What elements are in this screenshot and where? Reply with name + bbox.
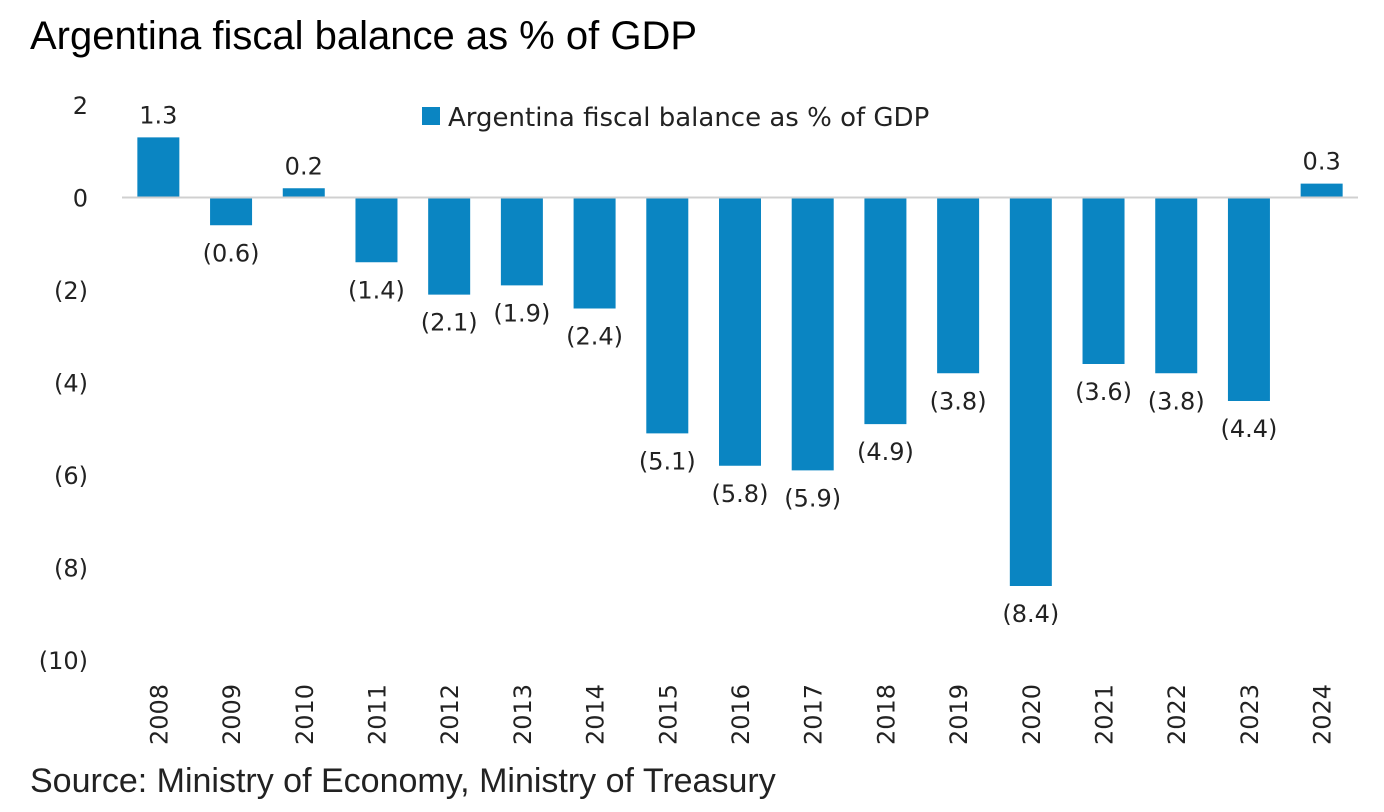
data-label-2012: (2.1) <box>421 309 478 337</box>
data-label-2018: (4.9) <box>857 438 914 466</box>
x-axis: 2008 2009 2010 2011 2012 2013 2014 2015 2016 2017… <box>145 684 1336 745</box>
x-tick-label: 2008 <box>145 684 173 745</box>
bar-2009 <box>210 197 253 226</box>
bar-2020 <box>1009 197 1052 586</box>
x-tick-label: 2019 <box>945 684 973 745</box>
bar-2017 <box>791 197 834 471</box>
data-label-2019: (3.8) <box>930 387 987 415</box>
chart-title: Argentina fiscal balance as % of GDP <box>30 14 698 58</box>
x-tick-label: 2021 <box>1091 684 1119 745</box>
x-tick-label: 2022 <box>1163 684 1191 745</box>
data-label-2010: 0.2 <box>285 152 323 180</box>
legend: Argentina fiscal balance as % of GDP <box>422 103 929 133</box>
bar-2014 <box>573 197 616 309</box>
bar-2012 <box>428 197 471 295</box>
x-tick-label: 2013 <box>509 684 537 745</box>
data-label-2009: (0.6) <box>203 239 260 267</box>
bar-2018 <box>864 197 907 425</box>
data-label-2021: (3.6) <box>1075 378 1132 406</box>
x-tick-label: 2024 <box>1309 684 1337 745</box>
x-tick-label: 2023 <box>1236 684 1264 745</box>
source-note: Source: Ministry of Economy, Ministry of… <box>30 762 776 800</box>
bar-2016 <box>719 197 761 466</box>
y-tick-label: (6) <box>54 462 88 490</box>
y-tick-label: 0 <box>73 185 88 213</box>
data-label-2020: (8.4) <box>1002 600 1059 628</box>
x-tick-label: 2018 <box>872 684 900 745</box>
bar-2010 <box>282 188 325 198</box>
data-label-2017: (5.9) <box>784 484 841 512</box>
y-axis: 2 0 (2) (4) (6) (8) (10) <box>39 92 88 675</box>
bars <box>137 137 1343 586</box>
x-tick-label: 2015 <box>654 684 682 745</box>
bar-2015 <box>646 197 689 434</box>
bar-2023 <box>1227 197 1270 401</box>
x-tick-label: 2020 <box>1018 684 1046 745</box>
bar-2021 <box>1082 197 1125 364</box>
bar-2008 <box>137 137 180 198</box>
bar-2024 <box>1300 183 1343 198</box>
y-tick-label: (8) <box>54 555 88 583</box>
legend-swatch <box>422 107 440 125</box>
bar-2022 <box>1155 197 1198 374</box>
x-tick-label: 2010 <box>291 684 319 745</box>
x-tick-label: 2017 <box>800 684 828 745</box>
bar-2019 <box>937 197 980 374</box>
legend-label: Argentina fiscal balance as % of GDP <box>448 103 929 133</box>
data-label-2014: (2.4) <box>566 323 623 351</box>
y-tick-label: 2 <box>73 92 88 120</box>
x-tick-label: 2012 <box>436 684 464 745</box>
y-tick-label: (2) <box>54 277 88 305</box>
bar-2013 <box>500 197 543 286</box>
x-tick-label: 2014 <box>582 684 610 745</box>
x-tick-label: 2016 <box>727 684 755 745</box>
data-label-2013: (1.9) <box>493 299 550 327</box>
x-tick-label: 2009 <box>218 684 246 745</box>
y-tick-label: (4) <box>54 370 88 398</box>
bar-2011 <box>355 197 398 263</box>
y-tick-label: (10) <box>39 647 88 675</box>
data-label-2011: (1.4) <box>348 276 405 304</box>
data-label-2023: (4.4) <box>1220 415 1277 443</box>
data-labels: 1.3 (0.6) 0.2 (1.4) (2.1) (1.9) (2.4) (5.1) (5.8… <box>139 101 1340 628</box>
data-label-2015: (5.1) <box>639 447 696 475</box>
data-label-2024: 0.3 <box>1303 148 1341 176</box>
data-label-2022: (3.8) <box>1148 387 1205 415</box>
data-label-2008: 1.3 <box>139 101 177 129</box>
x-tick-label: 2011 <box>363 684 391 745</box>
data-label-2016: (5.8) <box>712 480 769 508</box>
